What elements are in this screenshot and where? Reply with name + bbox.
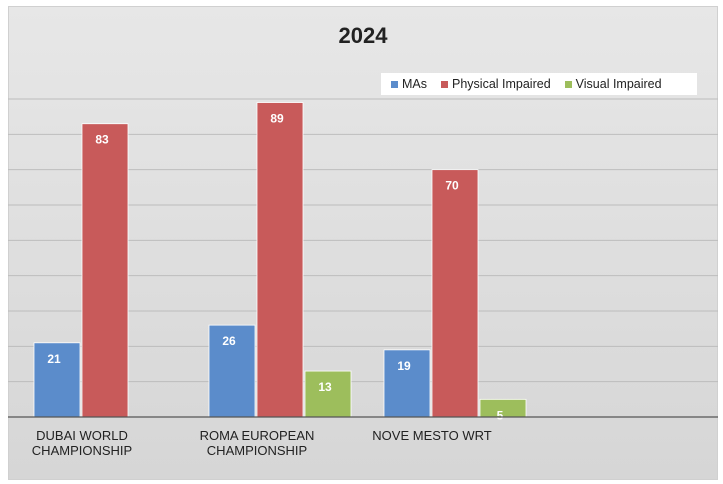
bar bbox=[208, 324, 256, 418]
legend-swatch-mas bbox=[391, 80, 398, 88]
category-label-line: CHAMPIONSHIP bbox=[206, 443, 308, 458]
category-label: NOVE MESTO WRT bbox=[352, 428, 512, 443]
category-label-line: CHAMPIONSHIP bbox=[31, 443, 133, 458]
bar bbox=[33, 342, 81, 418]
data-label: 26 bbox=[222, 334, 236, 348]
category-label: DUBAI WORLD CHAMPIONSHIP bbox=[2, 428, 162, 458]
bar bbox=[304, 370, 352, 418]
data-label: 21 bbox=[47, 352, 61, 366]
bar bbox=[383, 349, 431, 418]
category-label: ROMA EUROPEAN CHAMPIONSHIP bbox=[177, 428, 337, 458]
legend-item-physical: Physical Impaired bbox=[441, 77, 551, 91]
category-label-line: ROMA EUROPEAN bbox=[199, 428, 315, 443]
legend-label-mas: MAs bbox=[402, 77, 427, 91]
chart-title: 2024 bbox=[338, 23, 388, 48]
bar bbox=[81, 123, 129, 418]
legend: MAs Physical Impaired Visual Impaired bbox=[381, 73, 697, 95]
data-label: 5 bbox=[497, 408, 504, 422]
legend-swatch-visual bbox=[564, 80, 572, 88]
data-label: 83 bbox=[95, 133, 109, 147]
data-label: 19 bbox=[397, 359, 411, 373]
bar bbox=[256, 102, 304, 418]
data-label: 70 bbox=[445, 179, 459, 193]
legend-item-mas: MAs bbox=[391, 77, 427, 91]
category-label-line: DUBAI WORLD bbox=[36, 428, 128, 443]
category-label-line: NOVE MESTO WRT bbox=[372, 428, 492, 443]
bar bbox=[431, 169, 479, 418]
legend-label-visual: Visual Impaired bbox=[575, 77, 662, 91]
legend-label-physical: Physical Impaired bbox=[452, 77, 551, 91]
legend-item-visual: Visual Impaired bbox=[564, 77, 662, 91]
data-label: 89 bbox=[270, 112, 284, 126]
data-label: 13 bbox=[318, 380, 332, 394]
legend-swatch-physical bbox=[441, 80, 448, 88]
